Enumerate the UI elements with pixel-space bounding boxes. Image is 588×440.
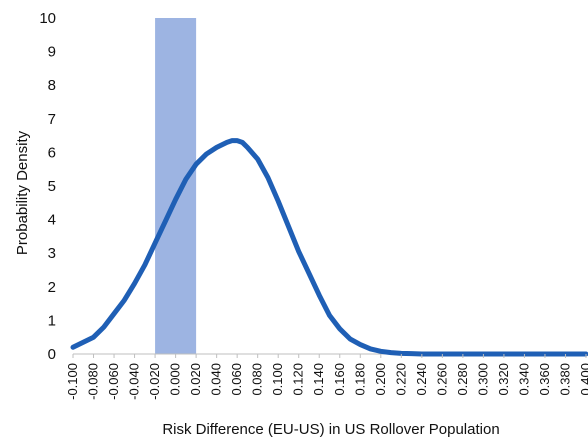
x-tick-label: 0.360 — [537, 363, 552, 396]
x-tick-label: 0.000 — [168, 363, 183, 396]
x-tick-label: -0.040 — [127, 363, 142, 400]
series-line-0 — [70, 138, 588, 357]
x-tick-label: 0.080 — [250, 363, 265, 396]
x-tick-label: 0.060 — [229, 363, 244, 396]
x-tick-label: 0.280 — [455, 363, 470, 396]
y-tick-label: 0 — [48, 346, 56, 363]
y-tick-label: 7 — [48, 111, 56, 128]
x-tick-label: 0.340 — [516, 363, 531, 396]
y-tick-label: 8 — [48, 77, 56, 94]
x-tick-label: 0.300 — [475, 363, 490, 396]
y-tick-label: 9 — [48, 44, 56, 61]
shaded-band — [155, 18, 197, 354]
x-tick-label: 0.380 — [557, 363, 572, 396]
x-tick-label: 0.180 — [352, 363, 367, 396]
x-tick-label: 0.160 — [332, 363, 347, 396]
y-tick-label: 10 — [39, 10, 56, 27]
x-tick-label: 0.100 — [270, 363, 285, 396]
x-tick-label: -0.100 — [65, 363, 80, 400]
x-tick-label: 0.400 — [578, 363, 588, 396]
y-tick-label: 6 — [48, 144, 56, 161]
x-tick-label: 0.220 — [393, 363, 408, 396]
x-tick-label: 0.120 — [291, 363, 306, 396]
x-tick-label: 0.020 — [188, 363, 203, 396]
y-tick-label: 4 — [48, 212, 56, 229]
x-tick-label: -0.080 — [86, 363, 101, 400]
y-tick-label: 5 — [48, 178, 56, 195]
x-tick-label: 0.320 — [496, 363, 511, 396]
x-tick-label: 0.240 — [414, 363, 429, 396]
x-tick-label: 0.260 — [434, 363, 449, 396]
x-axis-label: Risk Difference (EU-US) in US Rollover P… — [162, 421, 499, 438]
y-tick-label: 3 — [48, 245, 56, 262]
x-tick-label: 0.140 — [311, 363, 326, 396]
x-tick-label: -0.060 — [106, 363, 121, 400]
x-tick-label: 0.200 — [373, 363, 388, 396]
y-tick-label: 1 — [48, 312, 56, 329]
y-axis-label: Probability Density — [14, 130, 31, 255]
x-tick-label: 0.040 — [209, 363, 224, 396]
x-tick-label: -0.020 — [147, 363, 162, 400]
y-tick-label: 2 — [48, 279, 56, 296]
